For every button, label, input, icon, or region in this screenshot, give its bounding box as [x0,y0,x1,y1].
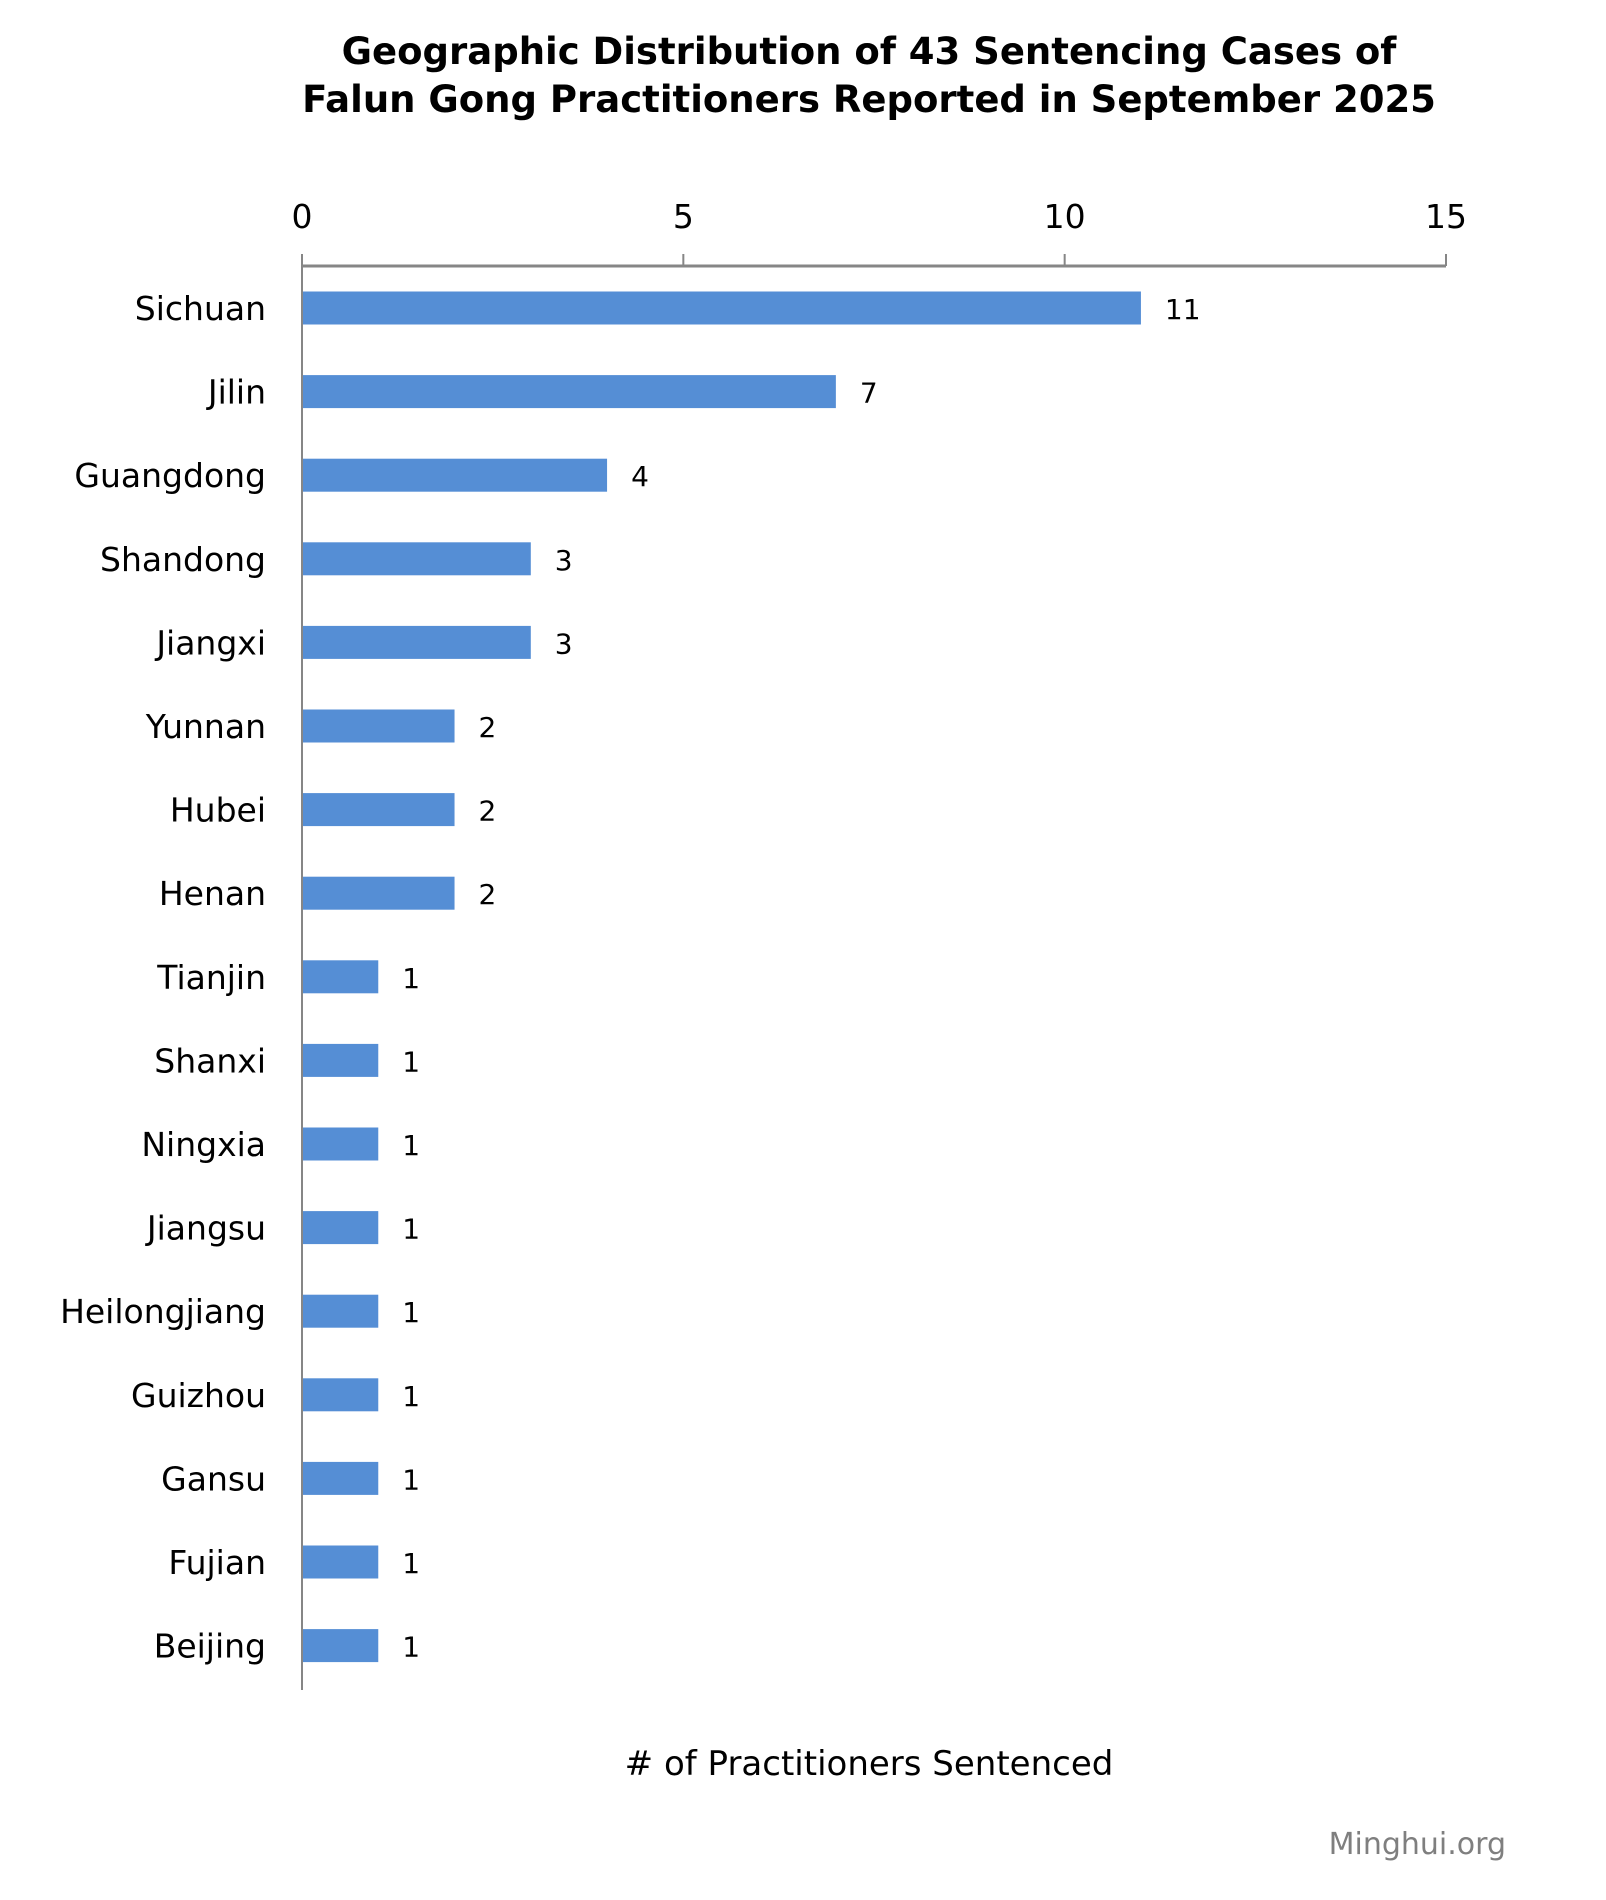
bar-sichuan [303,291,1141,325]
data-label: 2 [479,795,497,828]
category-label: Guizhou [131,1376,266,1415]
category-label: Shanxi [154,1041,266,1080]
data-label: 1 [402,1296,420,1329]
x-tick-label: 10 [1044,197,1086,236]
bar-ningxia [303,1127,379,1161]
data-label: 7 [860,377,878,410]
bar-jiangsu [303,1211,379,1245]
data-label: 4 [631,460,649,493]
category-label: Fujian [168,1543,266,1582]
x-tick-label: 5 [673,197,694,236]
x-axis-label: # of Practitioners Sentenced [625,1744,1114,1784]
bar-jiangxi [303,625,531,659]
category-label: Hubei [170,791,266,830]
category-label: Jiangsu [145,1209,266,1248]
x-tick-label: 15 [1425,197,1467,236]
data-label: 2 [479,878,497,911]
category-label: Tianjin [156,958,266,997]
category-label: Yunnan [145,707,266,746]
data-label: 1 [402,1380,420,1413]
bar-guizhou [303,1378,379,1412]
data-label: 1 [402,1547,420,1580]
category-label: Ningxia [141,1125,266,1164]
bar-beijing [303,1629,379,1663]
bar-gansu [303,1461,379,1495]
bar-guangdong [303,458,608,492]
category-label: Beijing [154,1627,266,1666]
bar-shanxi [303,1043,379,1077]
category-label: Gansu [161,1459,266,1498]
bar-shandong [303,542,531,576]
data-label: 1 [402,1631,420,1664]
data-label: 3 [555,544,573,577]
source-credit: Minghui.org [1329,1827,1506,1862]
data-label: 1 [402,1463,420,1496]
data-label: 3 [555,627,573,660]
data-label: 1 [402,1213,420,1246]
data-label: 1 [402,1129,420,1162]
category-label: Jilin [206,373,266,412]
bar-tianjin [303,960,379,994]
chart-title-line-2: Falun Gong Practitioners Reported in Sep… [302,78,1436,121]
bar-henan [303,876,455,910]
bar-heilongjiang [303,1294,379,1328]
x-tick-label: 0 [292,197,313,236]
category-label: Jiangxi [154,623,266,662]
bar-hubei [303,793,455,827]
bar-fujian [303,1545,379,1579]
data-label: 1 [402,1045,420,1078]
category-label: Henan [159,874,266,913]
category-label: Shandong [100,540,266,579]
bar-jilin [303,375,836,409]
chart-title-line-1: Geographic Distribution of 43 Sentencing… [342,30,1398,73]
data-label: 11 [1165,293,1201,326]
category-label: Sichuan [135,289,266,328]
category-label: Guangdong [74,456,266,495]
bar-yunnan [303,709,455,743]
category-label: Heilongjiang [60,1292,266,1331]
data-label: 1 [402,962,420,995]
data-label: 2 [479,711,497,744]
